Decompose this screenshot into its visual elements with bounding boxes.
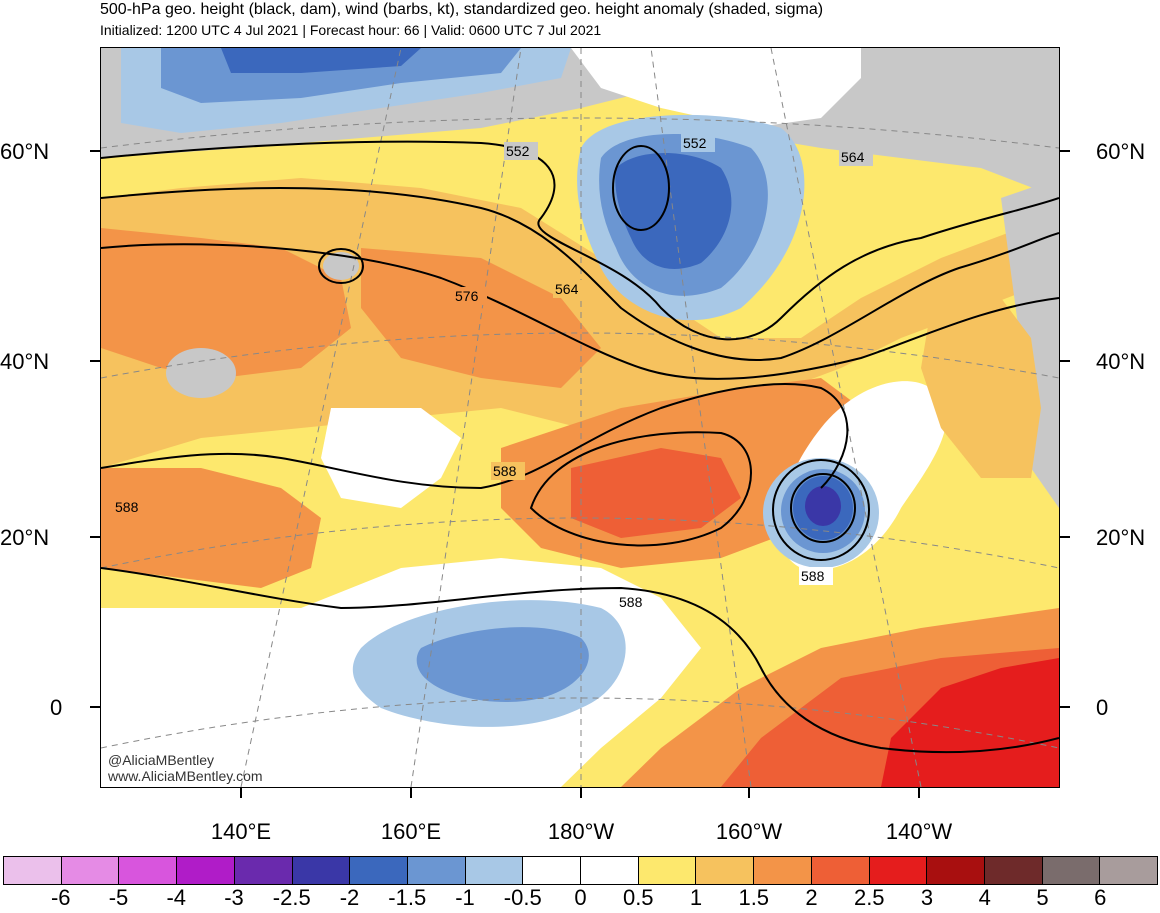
axis-tick [1060,706,1070,708]
colorbar-label: -1 [455,885,475,910]
lat-label-right: 60°N [1096,139,1146,164]
watermark-handle: @AliciaMBentley [108,752,215,768]
axis-tick [90,706,100,708]
axis-tick [410,788,412,798]
anomaly-zone-neutral-north [571,48,861,128]
colorbar-label: -1.5 [388,885,427,910]
map-subtitle: Initialized: 1200 UTC 4 Jul 2021 | Forec… [100,22,602,38]
lon-label: 160°E [380,819,442,844]
colorbar-swatch [811,857,870,884]
contour-label: 588 [801,568,825,584]
colorbar-label: 6 [1094,885,1107,910]
axis-tick [1060,536,1070,538]
map-title: 500-hPa geo. height (black, dam), wind (… [100,1,824,18]
colorbar-label: 0 [574,885,587,910]
anomaly-zone-negative-hawaii-deep [805,486,841,526]
lon-label: 140°E [210,819,272,844]
anomaly-zone-positive-central-pacific-core [571,448,741,538]
lat-label-left: 40°N [0,349,50,374]
colorbar-label: -5 [108,885,129,910]
colorbar-swatch [1042,857,1101,884]
lon-label: 180°W [547,819,615,844]
contour-label: 588 [493,463,517,479]
axis-tick [90,150,100,152]
colorbar-swatch [927,857,985,884]
colorbar-swatch [754,857,812,884]
colorbar-swatch [4,857,62,884]
colorbar-swatch [581,857,639,884]
anomaly-zone-positive-southeast-peak [881,658,1059,787]
lat-label-right: 0 [1096,695,1109,720]
anomaly-map: 552 552 564 564 576 588 588 588 588 [101,48,1059,787]
watermark-site: www.AliciaMBentley.com [108,768,263,784]
lat-label-right: 20°N [1096,525,1146,550]
colorbar-swatch [696,857,755,884]
colorbar-swatch [638,857,697,884]
contour-label: 564 [555,281,579,297]
colorbar-label: -2 [339,885,360,910]
axis-tick [90,536,100,538]
colorbar-label: -0.5 [503,885,542,910]
anomaly-zone-negative-alaska-deep [615,153,732,269]
colorbar-swatch [234,857,293,884]
colorbar-label: -3 [224,885,244,910]
colorbar-swatch [407,857,466,884]
colorbar-label: 1 [689,885,703,910]
lon-label: 160°W [715,819,783,844]
axis-tick [1060,360,1070,362]
anomaly-zone-neutral-japan [321,408,461,508]
anomaly-zone-positive-west-subtropics [101,468,321,588]
map-panel: 552 552 564 564 576 588 588 588 588 [100,47,1060,788]
axis-tick [1060,150,1070,152]
axis-tick [918,788,920,798]
contour-label: 564 [841,149,865,165]
colorbar-label: 4 [978,885,991,910]
colorbar-label: -2.5 [272,885,311,910]
axis-tick [240,788,242,798]
lat-label-right: 40°N [1096,349,1146,374]
axis-tick [580,788,582,798]
anomaly-zone-gray-west-blob [166,348,236,398]
anomaly-zone-positive-east [921,298,1041,478]
colorbar-swatch [292,857,351,884]
colorbar-label: 0.5 [622,885,654,910]
colorbar-swatch [350,857,408,884]
contour-label: 552 [506,143,530,159]
contour-label: 552 [683,135,707,151]
anomaly-zone-gray-north-blob [323,252,359,280]
colorbar-label: 3 [920,885,934,910]
colorbar-swatch [119,857,178,884]
colorbar-swatch [177,857,235,884]
axis-tick [748,788,750,798]
colorbar-label: 5 [1036,885,1049,910]
colorbar-swatch [869,857,928,884]
axis-tick [90,360,100,362]
colorbar-swatch [523,857,582,884]
colorbar-label: 2 [805,885,818,910]
colorbar-label: -4 [166,885,187,910]
lon-label: 140°W [885,819,953,844]
contour-label: 576 [455,288,479,304]
colorbar-swatch [984,857,1043,884]
colorbar-label: 1.5 [738,885,770,910]
anomaly-zone-positive-west [101,228,351,378]
contour-label: 588 [619,594,643,610]
colorbar-label: 2.5 [853,885,885,910]
colorbar-swatch [61,857,120,884]
lat-label-left: 60°N [0,139,50,164]
lat-label-left: 20°N [0,525,50,550]
colorbar-label: -6 [50,885,71,910]
anomaly-zone-negative-equatorial-core [416,627,589,703]
colorbar-swatch [465,857,524,884]
lat-label-left: 0 [50,695,63,720]
contour-label-group: 552 552 564 564 576 588 588 588 588 [113,134,873,611]
anomaly-zone-negative-siberia-deep [221,48,421,73]
height-contours [101,140,1059,754]
contour-label: 588 [115,499,139,515]
colorbar [3,856,1158,885]
colorbar-swatch [1100,857,1158,884]
